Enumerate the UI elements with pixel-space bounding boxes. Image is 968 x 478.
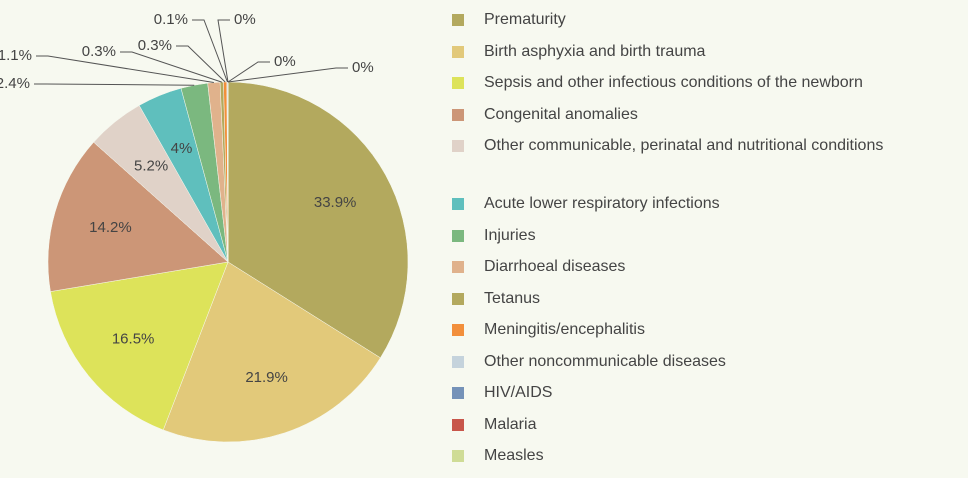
legend-label: Birth asphyxia and birth trauma [484, 42, 706, 60]
data-label: 0% [234, 11, 256, 28]
legend-label: HIV/AIDS [484, 384, 553, 401]
legend-item: HIV/AIDS [452, 383, 883, 415]
legend-label: Sepsis and other infectious conditions o… [484, 74, 863, 91]
legend-swatch [452, 77, 464, 89]
data-label: 0% [274, 53, 296, 70]
data-label: 0.1% [154, 11, 188, 28]
legend-label: Prematurity [484, 11, 566, 28]
legend-label: Diarrhoeal diseases [484, 258, 626, 275]
legend-item: Sepsis and other infectious conditions o… [452, 73, 883, 105]
data-label: 1.1% [0, 47, 32, 64]
legend-item: Injuries [452, 226, 883, 258]
data-label: 0.3% [82, 43, 116, 60]
legend-item: Meningitis/encephalitis [452, 320, 883, 352]
data-label: 14.2% [89, 219, 132, 236]
leader-line [227, 61, 270, 83]
chart: 33.9% 21.9% 16.5% 14.2% 5.2%4% 2.4% 1.1% 0.3% 0.… [0, 11, 409, 443]
legend-item: Birth asphyxia and birth trauma [452, 42, 883, 74]
legend-label: Malaria [484, 415, 537, 433]
legend-swatch [452, 387, 464, 399]
pie-slice [50, 261, 229, 431]
legend-label: Other communicable, perinatal and nutrit… [484, 137, 884, 154]
leader-line [120, 51, 222, 83]
data-label: 5.2% [134, 158, 168, 175]
page: 33.9% 21.9% 16.5% 14.2% 5.2%4% 2.4% 1.1% 0.3% 0.… [0, 10, 884, 464]
data-label: 4% [171, 140, 193, 157]
legend-item: Malaria [452, 415, 883, 447]
data-label: 21.9% [245, 369, 288, 386]
legend-item: Prematurity [452, 10, 883, 42]
legend-swatch [452, 45, 464, 58]
legend-item: Congenital anomalies [452, 105, 883, 137]
legend-item: Acute lower respiratory infections [452, 194, 883, 226]
leader-line [217, 19, 230, 83]
leader-line [192, 19, 228, 83]
data-label: 2.4% [0, 75, 30, 92]
legend-label: Other noncommunicable diseases [484, 352, 726, 370]
leader-line [34, 83, 195, 86]
legend-label: Meningitis/encephalitis [484, 321, 645, 338]
data-label: 33.9% [314, 194, 357, 211]
data-label: 0% [352, 59, 374, 76]
legend-label: Congenital anomalies [484, 105, 638, 123]
legend-label: Measles [484, 447, 544, 464]
legend-label: Tetanus [484, 289, 541, 307]
pie-slice [227, 81, 409, 359]
legend-swatch [452, 140, 464, 152]
legend-swatch [452, 355, 464, 368]
legend-swatch [452, 261, 464, 273]
legend-swatch [452, 229, 464, 242]
legend-swatch [452, 450, 464, 462]
legend-label: Acute lower respiratory infections [484, 195, 720, 212]
legend-item: Other communicable, perinatal and nutrit… [452, 136, 883, 194]
legend-item: Diarrhoeal diseases [452, 257, 883, 289]
data-label: 16.5% [112, 330, 155, 347]
leader-line [227, 67, 348, 83]
legend-swatch [452, 198, 464, 210]
leader-line [176, 45, 226, 83]
pie-slice [162, 261, 381, 443]
legend-item: Measles [452, 446, 883, 478]
leader-line [36, 55, 214, 84]
data-label: 0.3% [138, 37, 172, 54]
legend-swatch [452, 324, 464, 336]
pie-slice [47, 141, 229, 292]
legend-swatch [452, 292, 464, 305]
legend-swatch [452, 418, 464, 431]
legend-item: Other noncommunicable diseases [452, 352, 883, 384]
legend: Prematurity Birth asphyxia and birth trau… [452, 10, 883, 478]
legend-swatch [452, 14, 464, 26]
legend-item: Tetanus [452, 289, 883, 321]
legend-swatch [452, 108, 464, 121]
legend-label: Injuries [484, 226, 536, 244]
